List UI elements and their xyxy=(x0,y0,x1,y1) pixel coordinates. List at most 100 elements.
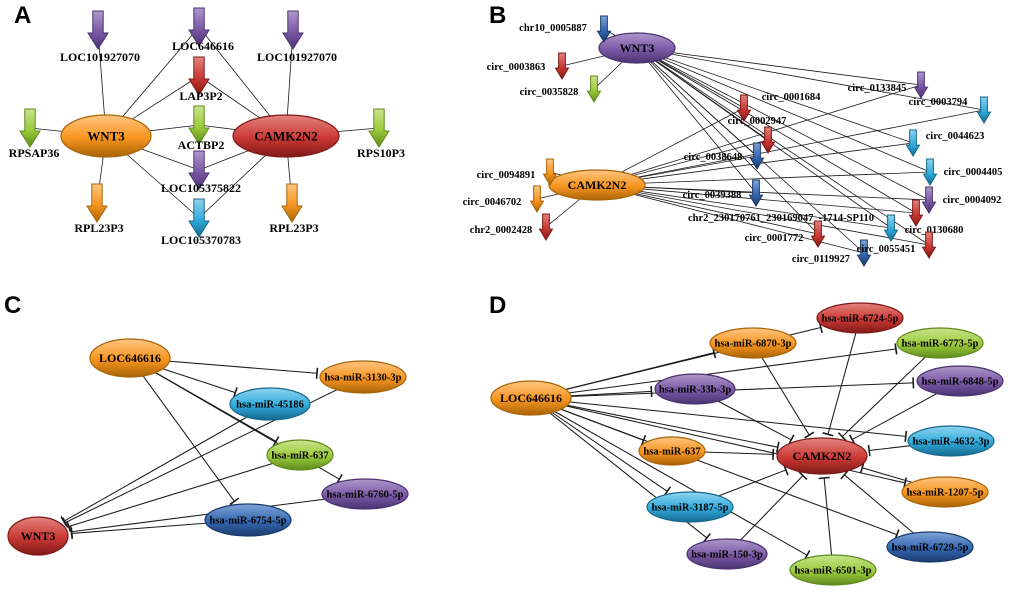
node-circ_0133845: circ_0133845 xyxy=(848,71,929,99)
node-label: hsa-miR-6729-5p xyxy=(891,543,968,554)
node-LOC105375822: LOC105375822 xyxy=(161,150,241,195)
down-arrow-icon xyxy=(883,214,899,242)
down-arrow-icon xyxy=(596,15,612,43)
down-arrow-icon xyxy=(976,96,992,124)
node-label: WNT3 xyxy=(21,529,56,543)
panel-label-a: A xyxy=(14,2,32,29)
node-ellipse xyxy=(598,32,676,64)
node-label: chr2_230170761_230169047_-1714-SP110 xyxy=(688,213,874,224)
node-hsa-miR-6870-3p: hsa-miR-6870-3p xyxy=(709,327,797,359)
node-label: circ_0003863 xyxy=(487,62,546,73)
node-hsa-miR-4632-3p: hsa-miR-4632-3p xyxy=(907,425,995,457)
down-arrow-icon xyxy=(188,198,210,238)
panel-D: LOC646616 CAMK2N2 hsa-miR-6724-5p hsa-miR-6… xyxy=(490,302,1004,586)
node-label: hsa-miR-4632-3p xyxy=(912,437,989,448)
node-LOC646616: LOC646616 xyxy=(172,7,234,53)
edge xyxy=(68,454,301,527)
node-RPSAP36: RPSAP36 xyxy=(9,108,60,160)
down-arrow-icon xyxy=(913,71,929,99)
inhibition-tee-icon xyxy=(272,436,280,447)
edge xyxy=(530,397,898,536)
node-label: hsa-miR-3130-3p xyxy=(324,373,401,384)
node-circ_0039388: circ_0039388 xyxy=(683,179,764,207)
down-arrow-icon xyxy=(87,10,109,50)
node-hsa-miR-6501-3p: hsa-miR-6501-3p xyxy=(789,554,877,586)
node-label: WNT3 xyxy=(620,41,655,55)
inhibition-tee-icon xyxy=(650,385,653,397)
node-label: RPSAP36 xyxy=(9,146,60,160)
node-hsa-miR-6760-5p: hsa-miR-6760-5p xyxy=(321,478,409,510)
inhibition-tee-icon xyxy=(60,516,68,527)
node-label: hsa-miR-6870-3p xyxy=(714,339,791,350)
down-arrow-icon xyxy=(921,231,937,259)
edge xyxy=(636,47,931,173)
inhibition-tee-icon xyxy=(804,431,815,439)
node-label: LOC105370783 xyxy=(161,233,241,247)
edge xyxy=(596,84,922,186)
node-label: circ_0046702 xyxy=(463,197,522,208)
edge xyxy=(636,47,922,86)
node-label: hsa-miR-637 xyxy=(643,447,700,458)
node-CAMK2N2: CAMK2N2 xyxy=(548,169,646,201)
node-ellipse xyxy=(646,491,734,523)
inhibition-tee-icon xyxy=(837,432,847,442)
node-label: LOC101927070 xyxy=(60,50,140,64)
down-arrow-icon xyxy=(529,185,545,213)
edge xyxy=(636,47,914,144)
down-arrow-icon xyxy=(748,179,764,207)
down-arrow-icon xyxy=(586,75,602,103)
edge xyxy=(65,376,364,524)
panel-C: LOC646616 hsa-miR-3130-3p hsa-miR-45186 hsa… xyxy=(7,338,409,556)
node-label: LOC646616 xyxy=(172,39,234,53)
node-label: hsa-miR-33b-3p xyxy=(659,385,732,396)
down-arrow-icon xyxy=(856,239,872,267)
panel-A: WNT3 CAMK2N2 LOC101927070 LOC646616 LAP3P2 AC… xyxy=(9,7,405,247)
inhibition-tee-icon xyxy=(822,432,834,437)
edge xyxy=(530,397,906,437)
edge xyxy=(596,184,930,246)
inhibition-tee-icon xyxy=(840,470,849,480)
node-label: circ_0002947 xyxy=(728,116,787,127)
inhibition-tee-icon xyxy=(904,430,908,442)
node-label: circ_0119927 xyxy=(792,254,850,265)
node-label: LOC646616 xyxy=(500,391,562,405)
node-circ_0002947: circ_0002947 xyxy=(728,116,787,154)
node-label: RPS10P3 xyxy=(357,146,405,160)
down-arrow-icon xyxy=(908,199,924,227)
node-WNT3: WNT3 xyxy=(598,32,676,64)
node-label: hsa-miR-3187-5p xyxy=(651,503,728,514)
node-RPS10P3: RPS10P3 xyxy=(357,108,405,160)
node-hsa-miR-1207-5p: hsa-miR-1207-5p xyxy=(901,476,989,508)
down-arrow-icon xyxy=(760,126,776,154)
node-ellipse xyxy=(901,476,989,508)
down-arrow-icon xyxy=(538,213,554,241)
node-circ_0044623: circ_0044623 xyxy=(905,129,984,157)
node-hsa-miR-3187-5p: hsa-miR-3187-5p xyxy=(646,491,734,523)
node-ellipse xyxy=(7,516,69,556)
node-label: RPL23P3 xyxy=(74,221,123,235)
node-circ_0004092: circ_0004092 xyxy=(921,186,1001,214)
node-chr2_0002428: chr2_0002428 xyxy=(470,213,554,241)
node-label: hsa-miR-6773-5p xyxy=(901,339,978,350)
node-label: chr2_0002428 xyxy=(470,225,532,236)
node-label: LOC101927070 xyxy=(257,50,337,64)
down-arrow-icon xyxy=(281,183,303,223)
edge xyxy=(129,357,235,502)
node-label: circ_0094891 xyxy=(477,170,536,181)
node-hsa-miR-6754-5p: hsa-miR-6754-5p xyxy=(204,503,292,537)
node-CAMK2N2: CAMK2N2 xyxy=(232,114,340,158)
inhibition-tee-icon xyxy=(894,343,898,355)
node-WNT3: WNT3 xyxy=(60,114,152,158)
edge xyxy=(596,184,930,201)
edge xyxy=(636,47,917,214)
inhibition-tee-icon xyxy=(66,520,72,532)
node-circ_0119927: circ_0119927 xyxy=(792,239,872,267)
node-ellipse xyxy=(548,169,646,201)
panel-B-edges xyxy=(536,28,985,254)
node-ellipse xyxy=(709,327,797,359)
node-label: circ_0004405 xyxy=(944,167,1003,178)
down-arrow-icon xyxy=(188,7,210,47)
panel-label-b: B xyxy=(489,2,507,29)
node-chr2_230170761_230169047_-1714-SP110: chr2_230170761_230169047_-1714-SP110 xyxy=(688,199,924,227)
